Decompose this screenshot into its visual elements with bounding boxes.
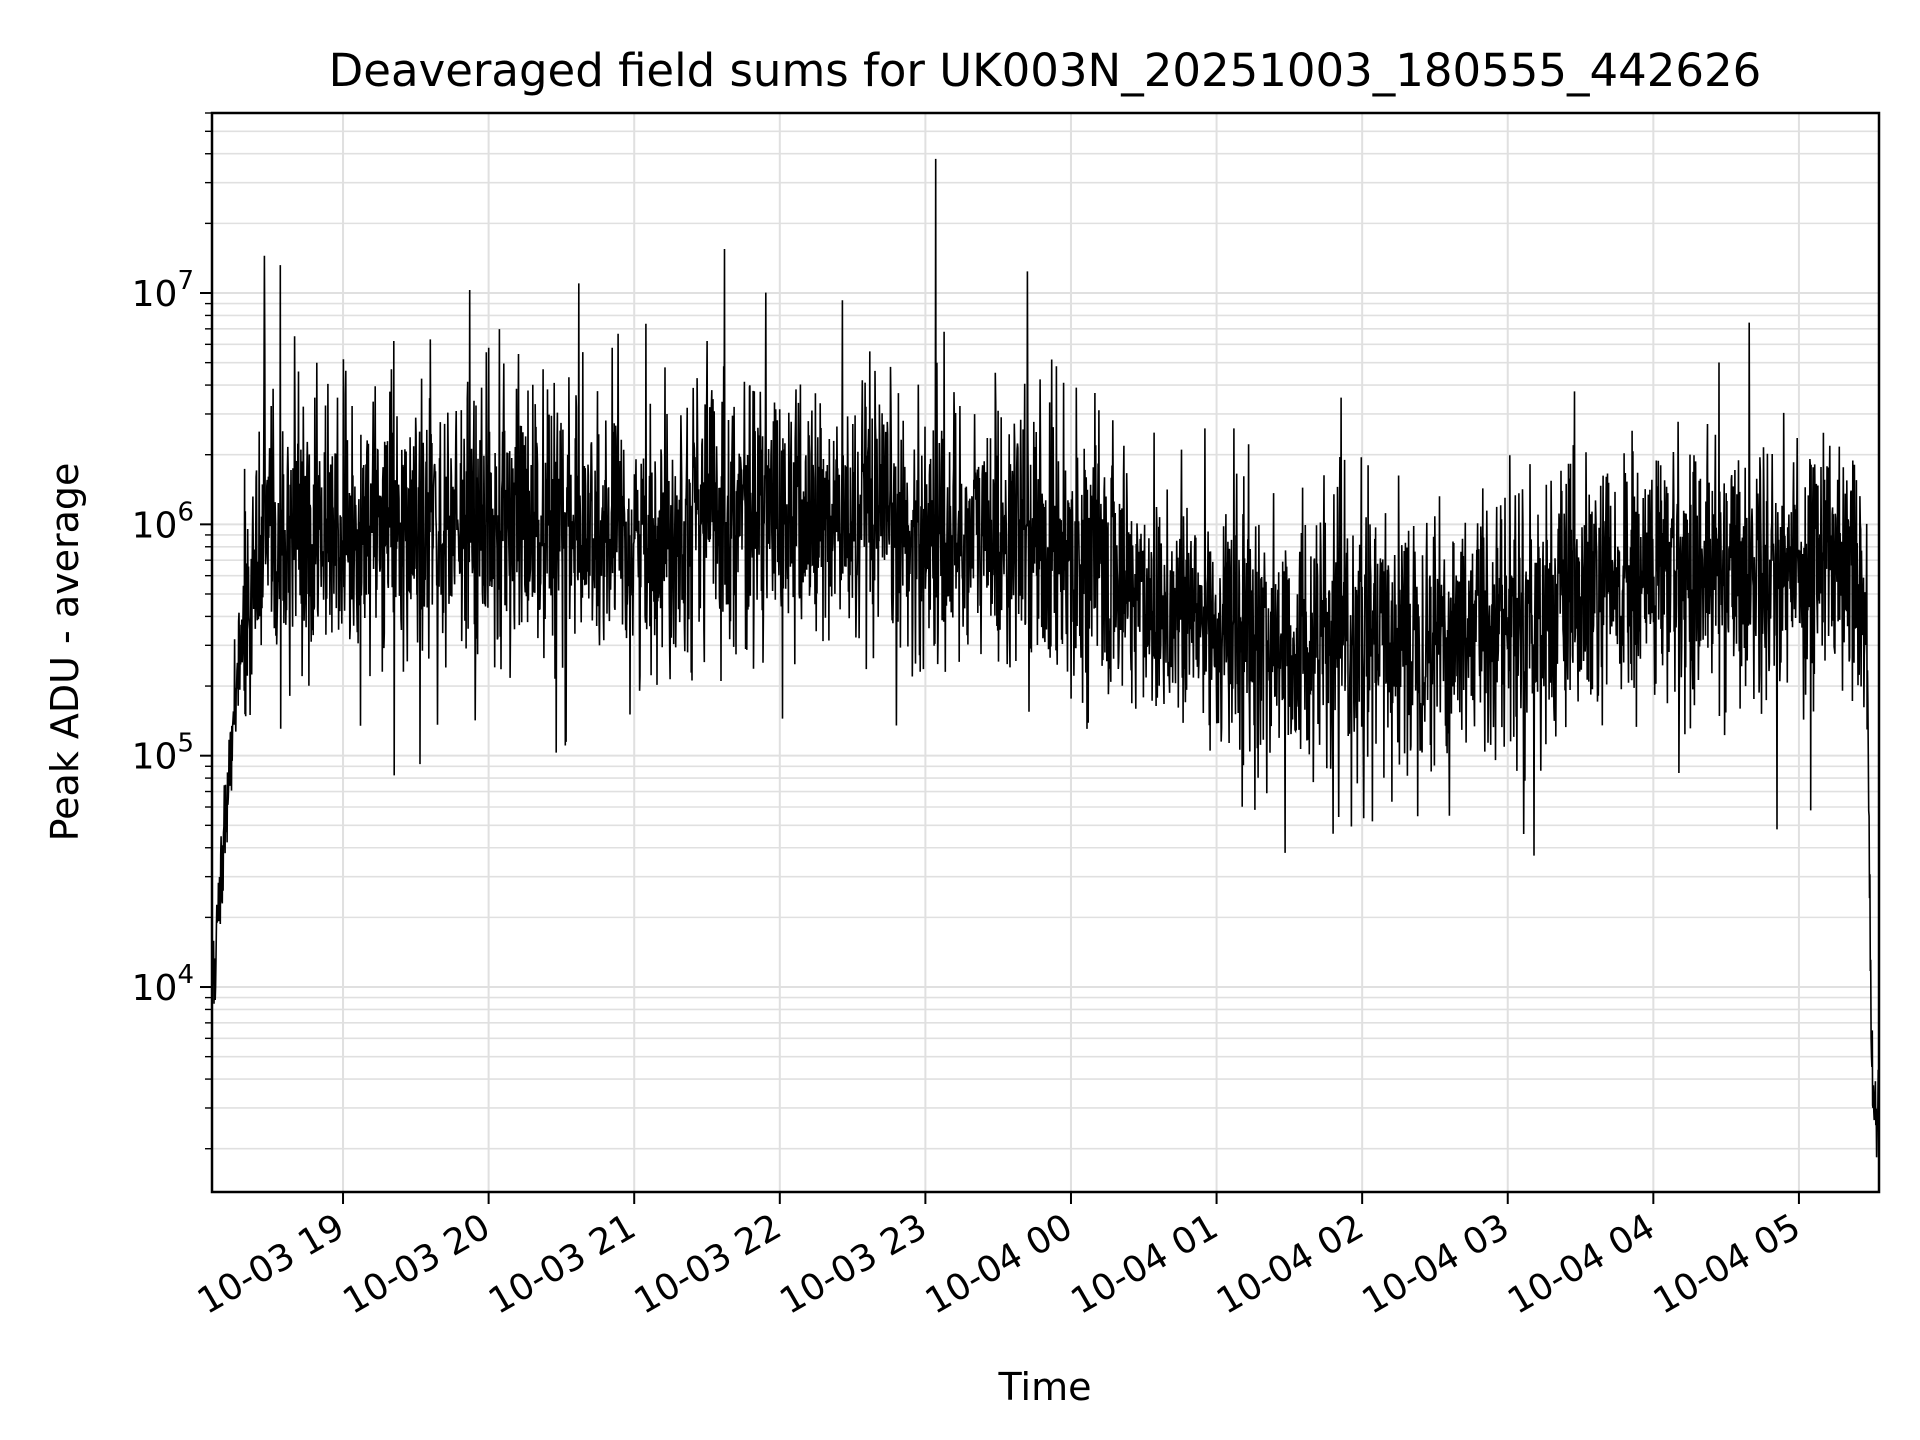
y-tick-base: 10 [132,968,178,1009]
y-tick-base: 10 [132,274,178,315]
y-tick-label: 104 [132,960,194,1009]
y-tick-label: 106 [132,497,194,546]
series-line [212,158,1879,1169]
y-tick-exponent: 4 [177,960,194,990]
y-axis-label: Peak ADU - average [43,463,87,842]
y-tick-label: 105 [132,729,194,778]
chart-title: Deaveraged field sums for UK003N_2025100… [329,44,1762,97]
y-tick-exponent: 7 [177,266,194,296]
y-tick-exponent: 5 [177,729,194,759]
plot-frame [210,111,1881,1194]
y-tick-label: 107 [132,266,194,315]
x-axis-label: Time [998,1365,1092,1409]
y-tick-base: 10 [132,505,178,546]
y-tick-exponent: 6 [177,497,194,527]
y-tick-base: 10 [132,737,178,778]
